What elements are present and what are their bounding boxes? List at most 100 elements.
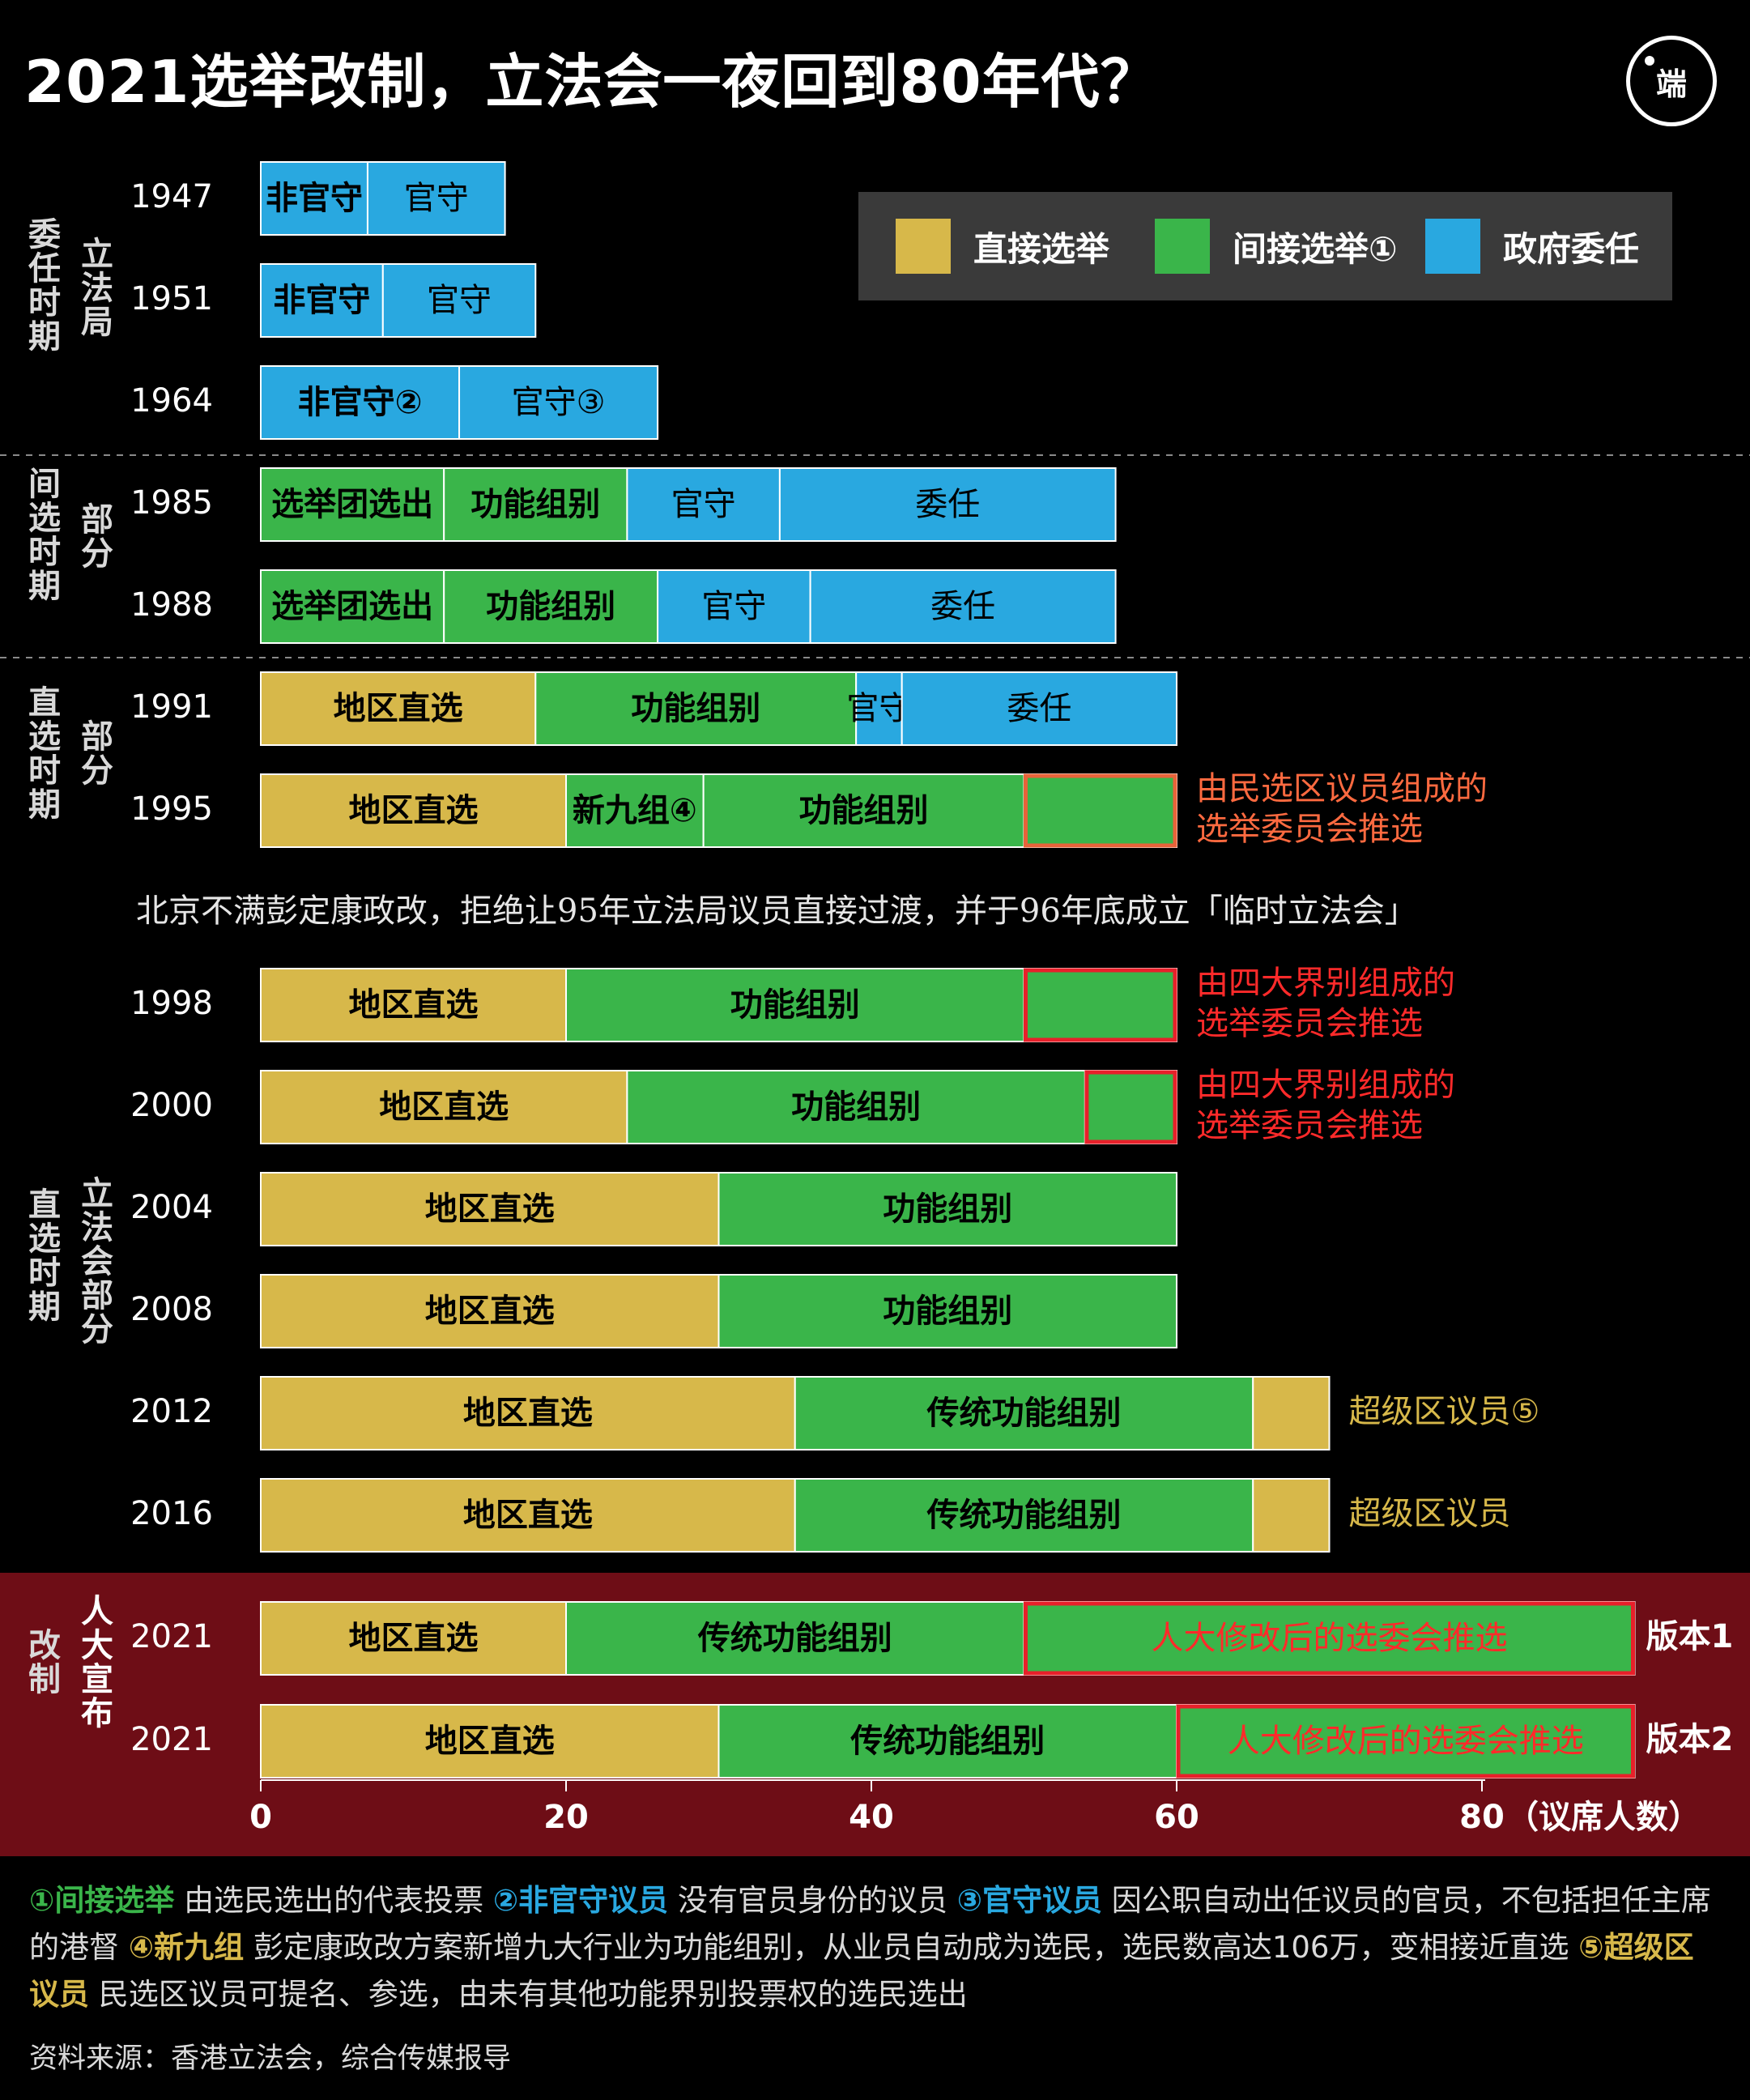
bar-segment: [366, 161, 506, 236]
bar-segment: [717, 1172, 1177, 1246]
period-label-char: 选: [28, 500, 61, 537]
bar-segment: [809, 569, 1117, 644]
bar-segment: [458, 365, 659, 440]
legend-swatch-appointed: [1425, 219, 1480, 274]
footnote-text-5: 民选区议员可提名、参选，由未有其他功能界别投票权的选民选出: [89, 1977, 968, 2012]
footnote-key-5: ⑤超级区议员: [29, 1930, 1694, 2012]
period-sub-char: 法: [81, 1209, 113, 1246]
row-annotation: 超级区议员⑤: [1349, 1393, 1540, 1430]
legend: 直接选举 间接选举① 政府委任: [858, 192, 1672, 300]
period-label-char: 任: [28, 250, 61, 288]
period-label-char: 委: [28, 216, 61, 253]
bar-segment-label: 选举团选出: [271, 588, 433, 625]
period-label-char: 间: [28, 466, 61, 503]
bar-segment-label: 地区直选: [463, 1395, 593, 1432]
period-label-char: 制: [28, 1661, 61, 1698]
period-sub-char: 立: [81, 236, 113, 273]
period-label-char: 期: [28, 318, 61, 356]
initium-logo: 端: [1626, 36, 1717, 126]
bar-segment-label: 非官守: [266, 180, 363, 217]
legend-label-indirect: 间接选举①: [1233, 228, 1398, 269]
bar-segment-label: 非官守②: [298, 384, 423, 421]
bar-segment: [260, 1274, 720, 1348]
bar-segment-label: 官守: [671, 486, 736, 523]
period-label-char: 直: [28, 1186, 61, 1224]
year-label: 2000: [130, 1087, 213, 1124]
bar-segment-label: 功能组别: [470, 486, 600, 523]
year-label: 1947: [130, 178, 213, 215]
legend-swatch-direct: [896, 219, 951, 274]
period-sub-char: 部: [81, 1277, 113, 1314]
row-annotation: 选举委员会推选: [1196, 811, 1423, 848]
bar-segment-label: 委任: [915, 486, 980, 523]
period-sub-char: 部: [81, 501, 113, 539]
bar-segment: [260, 1172, 720, 1246]
year-label: 2012: [130, 1393, 213, 1430]
bar-segment: [657, 569, 811, 644]
row-annotation: 由四大界别组成的: [1196, 965, 1455, 1002]
bar-segment: [1252, 1376, 1331, 1450]
bar-segment-label: 人大修改后的选委会推选: [1152, 1620, 1508, 1657]
bar-segment-label: 地区直选: [425, 1191, 555, 1228]
bar-segment: [565, 1601, 1025, 1676]
bar-segment-label: 功能组别: [730, 986, 860, 1024]
bar-segment: [901, 671, 1177, 746]
footnote-text-2: 没有官员身份的议员: [668, 1883, 957, 1918]
page-title: 2021选举改制，立法会一夜回到80年代？: [24, 48, 1160, 116]
bar-segment: [260, 671, 537, 746]
bar-segment-label: 地区直选: [349, 1620, 479, 1657]
bar-segment-label: 官守: [701, 588, 766, 625]
footnote-text-3: 因公职自动出任议员的官员，不包括担任主席的港督: [29, 1883, 1711, 1965]
x-tick-label: 80: [1459, 1799, 1505, 1836]
bar-segment-label: 地区直选: [349, 986, 479, 1024]
row-annotation: 由民选区议员组成的: [1196, 770, 1488, 807]
bar-segment-label: 官守: [404, 180, 469, 217]
period-label-char: 时: [28, 534, 61, 571]
footnote-key-1: ①间接选举: [29, 1883, 175, 1918]
bar-segment-label: 人大修改后的选委会推选: [1228, 1723, 1584, 1760]
footnote-key-2: ②非官守议员: [492, 1883, 669, 1918]
bar-segment: [717, 1274, 1177, 1348]
period-label-char: 时: [28, 1254, 61, 1292]
bar-segment-label: 功能组别: [486, 588, 615, 625]
period-sub-char: 法: [81, 270, 113, 307]
x-tick-label: 60: [1154, 1799, 1199, 1836]
bar-segment: [855, 671, 903, 746]
bar-segment: [260, 467, 445, 542]
bar-segment-label: 功能组别: [799, 792, 929, 829]
footnotes: ①间接选举 由选民选出的代表投票 ②非官守议员 没有官员身份的议员 ③官守议员 …: [29, 1877, 1722, 2018]
bar-segment-label: 选举团选出: [271, 486, 433, 523]
bar-segment: [626, 467, 781, 542]
legend-item-appointed: 政府委任: [1425, 219, 1639, 274]
bar-segment-label: 官守: [427, 282, 492, 319]
bar-segment: [565, 773, 705, 848]
bar-segment: [381, 263, 537, 338]
year-label: 1985: [130, 484, 213, 522]
bar-segment: [260, 968, 567, 1042]
bar-segment-label: 功能组别: [791, 1088, 921, 1126]
bar-segment: [1023, 968, 1177, 1042]
interlude-note: 北京不满彭定康政改，拒绝让95年立法局议员直接过渡，并于96年底成立「临时立法会…: [136, 892, 1417, 930]
bar-segment-label: 功能组别: [883, 1293, 1012, 1330]
bar-segment: [1252, 1478, 1331, 1553]
year-label: 1995: [130, 790, 213, 828]
year-label: 1991: [130, 688, 213, 726]
period-label-char: 期: [28, 786, 61, 824]
period-label-char: 时: [28, 752, 61, 790]
period-sub-char: 部: [81, 718, 113, 756]
bar-segment-outline: [1176, 1704, 1635, 1778]
legend-label-appointed: 政府委任: [1503, 228, 1640, 269]
x-tick-label: 40: [849, 1799, 894, 1836]
year-label: 1988: [130, 586, 213, 624]
bar-segment: [794, 1376, 1254, 1450]
bar-segment-label: 委任: [930, 588, 995, 625]
period-label-char: 时: [28, 284, 61, 322]
row-annotation: 选举委员会推选: [1196, 1107, 1423, 1144]
bar-segment-outline: [1024, 773, 1177, 848]
year-label: 1964: [130, 382, 213, 420]
row-annotation: 版本2: [1646, 1721, 1734, 1758]
bar-segment-label: 地区直选: [334, 690, 463, 727]
period-label-char: 改: [28, 1627, 61, 1664]
bar-segment: [1176, 1704, 1636, 1778]
bar-segment-label: 地区直选: [349, 792, 479, 829]
